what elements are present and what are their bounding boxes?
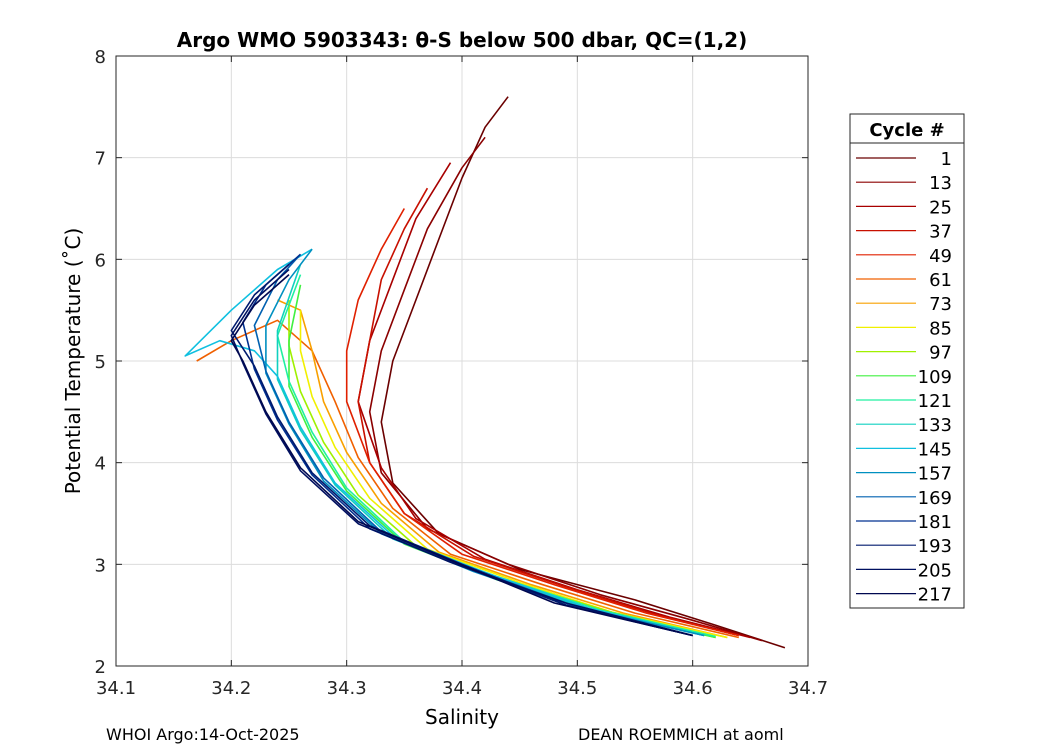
series-line-cycle-1: [380, 96, 786, 649]
series-group: [184, 96, 786, 649]
y-tick-label: 2: [95, 657, 106, 678]
series-line-cycle-13: [368, 136, 763, 642]
series-line-cycle-133: [276, 264, 705, 637]
legend-label: 169: [918, 488, 952, 509]
legend-entries: 1 13 25 37 49 61 73 85 97 109 121 133 145 157 169 181 19…: [856, 149, 952, 606]
y-axis-label: Potential Temperature (˚C): [61, 228, 85, 495]
x-tick-label: 34.2: [211, 678, 251, 699]
legend: Cycle # 1 13 25 37 49 61 73 85 97 109 121 133 145 157…: [849, 113, 965, 609]
legend-label: 133: [918, 415, 952, 436]
y-tick-label: 4: [95, 454, 106, 475]
y-tick-label: 7: [95, 149, 106, 170]
legend-label: 1: [941, 149, 952, 170]
series-line-cycle-217: [230, 273, 693, 637]
y-tick-label: 3: [95, 555, 106, 576]
x-axis-label: Salinity: [425, 705, 499, 729]
legend-label: 193: [918, 536, 952, 557]
footer-operator: DEAN ROEMMICH at aoml: [578, 725, 784, 744]
legend-label: 37: [929, 222, 952, 243]
y-tick-label: 6: [95, 250, 106, 271]
legend-label: 121: [918, 391, 952, 412]
legend-label: 49: [929, 246, 952, 267]
legend-label: 61: [929, 270, 952, 291]
chart-title: Argo WMO 5903343: θ-S below 500 dbar, QC…: [177, 28, 747, 52]
x-tick-label: 34.4: [442, 678, 482, 699]
series-line-cycle-121: [276, 274, 716, 638]
legend-label: 205: [918, 560, 952, 581]
x-tick-label: 34.3: [327, 678, 367, 699]
legend-label: 157: [918, 464, 952, 485]
legend-label: 217: [918, 585, 952, 606]
legend-label: 13: [929, 173, 952, 194]
x-tick-label: 34.1: [96, 678, 136, 699]
axis-ticks: 34.1 34.2 34.3 34.4 34.5 34.6 34.7 2 3 4 5 6 7 8: [95, 47, 828, 699]
legend-label: 85: [929, 318, 952, 339]
series-line-cycle-205: [230, 268, 693, 637]
legend-box: [849, 113, 965, 609]
legend-label: 73: [929, 294, 952, 315]
series-line-cycle-49: [345, 208, 739, 637]
legend-title: Cycle #: [869, 120, 944, 141]
legend-label: 181: [918, 512, 952, 533]
legend-label: 145: [918, 439, 952, 460]
legend-label: 109: [918, 367, 952, 388]
x-tick-label: 34.6: [673, 678, 713, 699]
x-tick-label: 34.5: [557, 678, 597, 699]
x-tick-label: 34.7: [788, 678, 828, 699]
legend-label: 97: [929, 343, 952, 364]
y-tick-label: 5: [95, 352, 106, 373]
y-tick-label: 8: [95, 47, 106, 68]
series-line-cycle-61: [196, 319, 739, 639]
footer-source: WHOI Argo:14-Oct-2025: [106, 725, 300, 744]
series-line-cycle-73: [277, 299, 728, 639]
legend-label: 25: [929, 197, 952, 218]
